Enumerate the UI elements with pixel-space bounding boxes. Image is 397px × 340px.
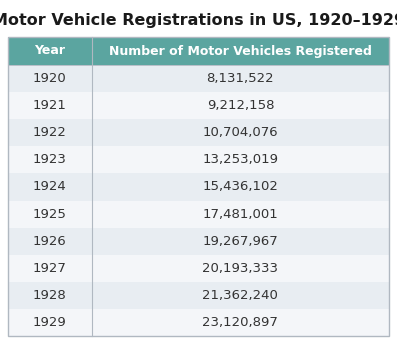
- Bar: [92, 309, 389, 336]
- Bar: [8, 65, 92, 92]
- Text: 20,193,333: 20,193,333: [202, 262, 278, 275]
- Bar: [92, 173, 389, 201]
- Text: 1923: 1923: [33, 153, 67, 166]
- Bar: [8, 201, 92, 227]
- Text: Number of Motor Vehicles Registered: Number of Motor Vehicles Registered: [109, 45, 372, 57]
- Bar: [8, 119, 92, 146]
- Text: 1929: 1929: [33, 316, 67, 329]
- Text: 9,212,158: 9,212,158: [207, 99, 274, 112]
- Bar: [8, 146, 92, 173]
- Bar: [92, 146, 389, 173]
- Text: 21,362,240: 21,362,240: [202, 289, 278, 302]
- Bar: [8, 227, 92, 255]
- Bar: [8, 37, 389, 336]
- Text: 23,120,897: 23,120,897: [202, 316, 278, 329]
- Text: 1922: 1922: [33, 126, 67, 139]
- Bar: [92, 119, 389, 146]
- Text: 10,704,076: 10,704,076: [202, 126, 278, 139]
- Text: Motor Vehicle Registrations in US, 1920–1929: Motor Vehicle Registrations in US, 1920–…: [0, 14, 397, 29]
- Bar: [8, 282, 92, 309]
- Bar: [92, 282, 389, 309]
- Bar: [92, 201, 389, 227]
- Text: 1920: 1920: [33, 72, 67, 85]
- Bar: [92, 92, 389, 119]
- Text: 15,436,102: 15,436,102: [202, 181, 278, 193]
- Text: Year: Year: [35, 45, 66, 57]
- Text: 19,267,967: 19,267,967: [202, 235, 278, 248]
- Text: 1925: 1925: [33, 207, 67, 221]
- Text: 17,481,001: 17,481,001: [202, 207, 278, 221]
- Bar: [8, 309, 92, 336]
- Bar: [8, 255, 92, 282]
- Text: 8,131,522: 8,131,522: [206, 72, 274, 85]
- Text: 1927: 1927: [33, 262, 67, 275]
- Bar: [92, 227, 389, 255]
- Bar: [92, 65, 389, 92]
- Text: 1924: 1924: [33, 181, 67, 193]
- Bar: [8, 92, 92, 119]
- Text: 1921: 1921: [33, 99, 67, 112]
- Text: 1928: 1928: [33, 289, 67, 302]
- Bar: [8, 37, 92, 65]
- Text: 1926: 1926: [33, 235, 67, 248]
- Bar: [92, 255, 389, 282]
- Bar: [92, 37, 389, 65]
- Bar: [8, 173, 92, 201]
- Text: 13,253,019: 13,253,019: [202, 153, 278, 166]
